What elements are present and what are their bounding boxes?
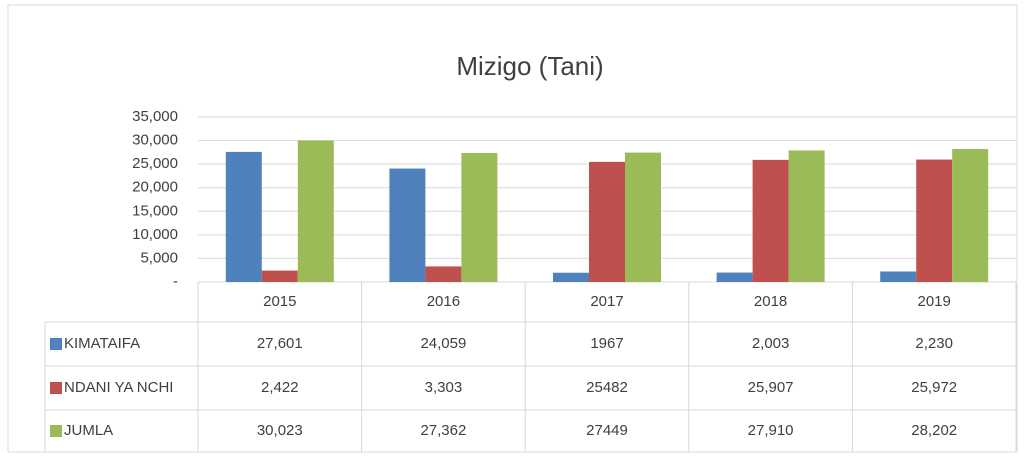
chart-title: Mizigo (Tani) [456,51,603,81]
bar [952,149,989,282]
bar [425,266,462,282]
y-tick-label: 20,000 [132,179,178,196]
bar [880,271,917,282]
bar [261,270,298,282]
y-tick-label: 25,000 [132,155,178,172]
table-cell: 25,907 [748,379,794,396]
table-cell: 2,230 [915,335,953,352]
legend-label: KIMATAIFA [64,335,140,352]
x-tick-label: 2019 [918,293,951,310]
table-cell: 2,422 [261,379,299,396]
table-cell: 28,202 [911,422,957,439]
bar [553,272,589,282]
bar [297,140,334,282]
y-tick-label: 10,000 [132,226,178,243]
bar [752,159,789,282]
y-tick-label: - [173,273,178,290]
legend-swatch [50,425,62,437]
table-cell: 30,023 [257,422,303,439]
y-tick-label: 15,000 [132,202,178,219]
y-tick-label: 35,000 [132,108,178,125]
legend-label: JUMLA [64,422,113,439]
bar [225,151,262,282]
x-tick-label: 2018 [754,293,787,310]
table-cell: 3,303 [425,379,463,396]
table-cell: 24,059 [420,335,466,352]
y-tick-label: 5,000 [140,249,178,266]
table-cell: 27449 [586,422,628,439]
x-tick-label: 2015 [263,293,296,310]
legend-label: NDANI YA NCHI [64,379,173,396]
chart-frame [7,4,1018,453]
bar [716,272,753,282]
table-cell: 1967 [590,335,623,352]
bar [625,152,661,282]
bar [916,159,953,282]
x-tick-label: 2016 [427,293,460,310]
y-tick-label: 30,000 [132,132,178,149]
legend-swatch [50,338,62,350]
bar [461,153,498,282]
bar [589,161,625,282]
bar [389,168,426,282]
table-cell: 27,601 [257,335,303,352]
table-cell: 25,972 [911,379,957,396]
legend-swatch [50,382,62,394]
table-cell: 2,003 [752,335,790,352]
table-cell: 25482 [586,379,628,396]
x-tick-label: 2017 [590,293,623,310]
table-cell: 27,910 [748,422,794,439]
table-cell: 27,362 [420,422,466,439]
bar [788,150,825,282]
